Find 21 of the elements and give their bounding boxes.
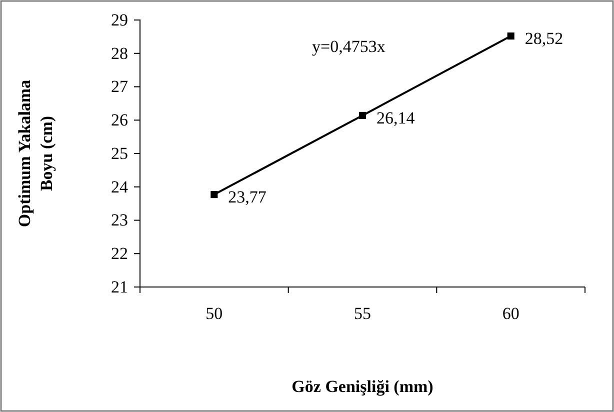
y-tick-label: 26 bbox=[111, 110, 128, 130]
y-tick-label: 27 bbox=[111, 77, 128, 96]
x-tick-label: 50 bbox=[206, 304, 223, 324]
point bbox=[358, 112, 366, 119]
y-axis-title: Optimum Yakalama Boyu (cm) bbox=[15, 79, 56, 228]
y-tick-label: 29 bbox=[111, 10, 128, 30]
x-tick-label: 55 bbox=[354, 304, 371, 324]
y-tick-label: 22 bbox=[111, 244, 128, 264]
x-tick-label: 60 bbox=[502, 304, 520, 324]
point bbox=[210, 191, 218, 198]
y-tick-label: 21 bbox=[111, 277, 128, 296]
y-tick-label: 25 bbox=[111, 144, 128, 163]
data-label: 23,77 bbox=[228, 188, 267, 207]
y-tick-label: 24 bbox=[111, 177, 128, 196]
x-axis-title: Göz Genişliği (mm) bbox=[292, 377, 434, 396]
point bbox=[507, 32, 514, 40]
y-tick-label: 28 bbox=[111, 44, 128, 63]
annotation: y=0,4753x bbox=[312, 37, 386, 56]
y-tick-label: 23 bbox=[111, 210, 128, 230]
data-label: 26,14 bbox=[376, 108, 416, 128]
data-label: 28,52 bbox=[524, 29, 564, 48]
